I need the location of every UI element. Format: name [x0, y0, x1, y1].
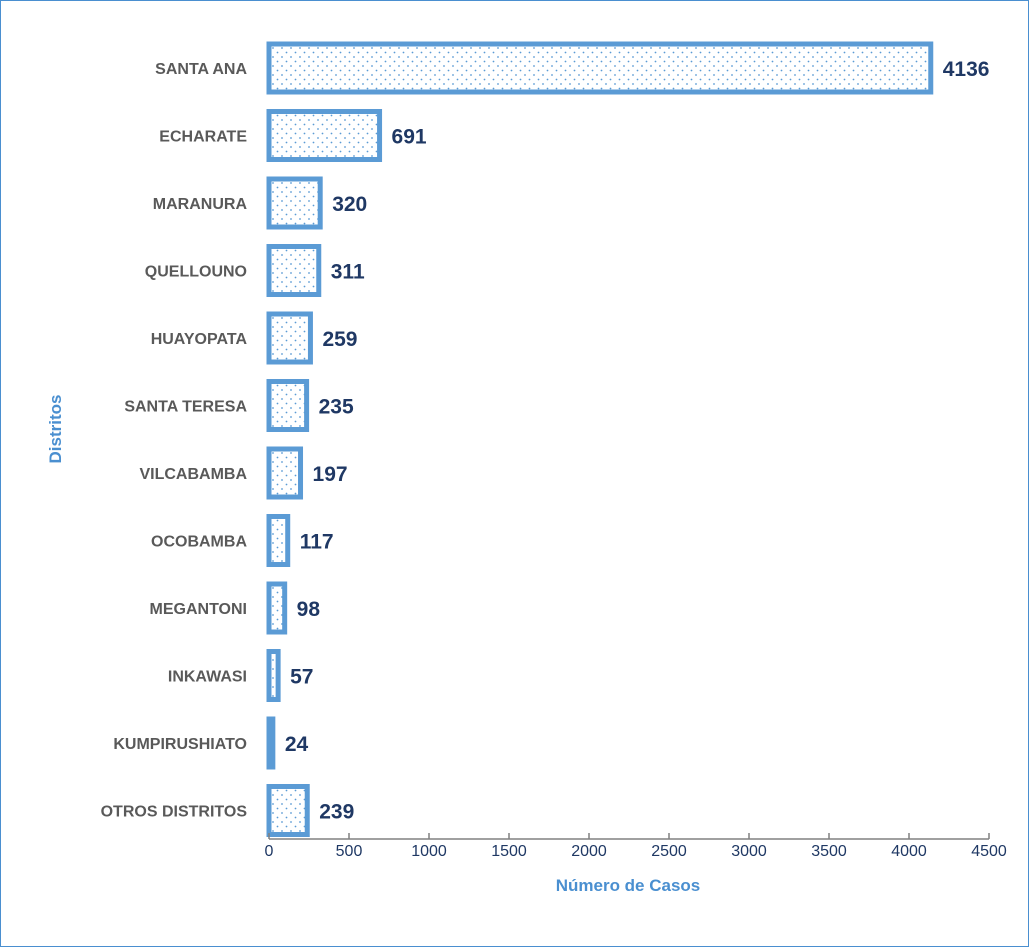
data-label: 691: [392, 126, 427, 149]
data-label: 235: [319, 396, 354, 419]
category-label: INKAWASI: [168, 669, 247, 686]
data-label: 57: [290, 666, 313, 689]
bar: [266, 244, 322, 297]
data-label: 24: [285, 733, 309, 756]
category-label: KUMPIRUSHIATO: [113, 736, 247, 753]
bar: [266, 311, 313, 365]
category-label: OCOBAMBA: [151, 534, 247, 551]
bar: [266, 649, 281, 702]
category-label: OTROS DISTRITOS: [101, 804, 248, 821]
data-label: 239: [319, 801, 354, 824]
bar: [266, 41, 934, 95]
category-label: QUELLOUNO: [145, 264, 247, 281]
category-label: ECHARATE: [159, 129, 247, 146]
bar: [266, 176, 323, 230]
x-axis: 0 500 1000 1500 2000 2500 3000 3500 4000 4500: [265, 833, 1007, 860]
x-tick-label: 4500: [971, 843, 1007, 860]
x-tick-label: 1000: [411, 843, 447, 860]
data-label: 98: [297, 598, 321, 621]
bar: [266, 784, 310, 837]
category-label: MARANURA: [153, 196, 248, 213]
x-tick-label: 4000: [891, 843, 927, 860]
category-label: VILCABAMBA: [139, 466, 247, 483]
bar: [266, 379, 310, 432]
data-label: 197: [313, 463, 348, 486]
x-tick-label: 0: [265, 843, 274, 860]
x-axis-title: Número de Casos: [556, 876, 701, 895]
category-label: HUAYOPATA: [151, 331, 248, 348]
x-tick-label: 3000: [731, 843, 767, 860]
category-label: MEGANTONI: [150, 601, 247, 618]
x-tick-label: 2000: [571, 843, 607, 860]
data-label: 311: [331, 261, 365, 284]
category-label: SANTA ANA: [155, 61, 247, 78]
bar: [266, 581, 288, 635]
x-tick-label: 1500: [491, 843, 527, 860]
x-tick-label: 500: [336, 843, 363, 860]
bar: [266, 446, 304, 500]
y-axis-title: Distritos: [46, 395, 65, 464]
bar: [266, 716, 276, 770]
data-label: 320: [332, 193, 367, 216]
bar: [266, 514, 291, 567]
data-label: 117: [300, 531, 334, 554]
bars-group: SANTA ANA 4136 ECHARATE 691 MARANURA 320 QUELL…: [101, 41, 990, 837]
bar: [266, 109, 383, 162]
data-label: 4136: [943, 58, 990, 81]
data-label: 259: [322, 328, 357, 351]
category-label: SANTA TERESA: [124, 399, 247, 416]
x-tick-label: 2500: [651, 843, 687, 860]
x-tick-label: 3500: [811, 843, 847, 860]
